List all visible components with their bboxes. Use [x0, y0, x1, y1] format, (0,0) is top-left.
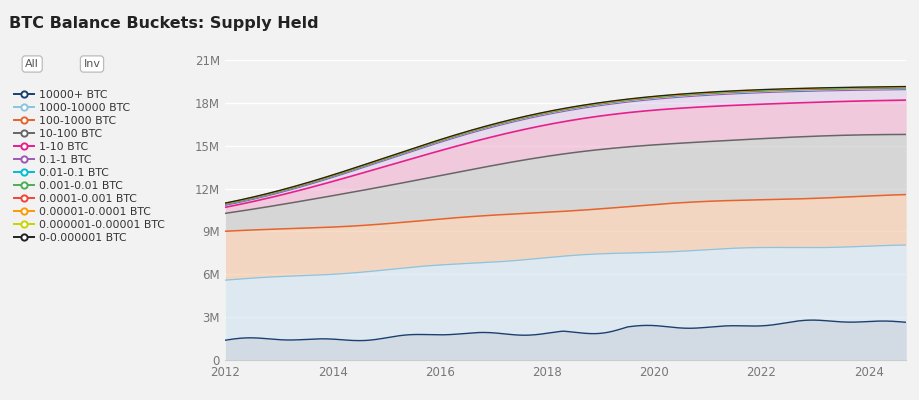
Text: BTC Balance Buckets: Supply Held: BTC Balance Buckets: Supply Held	[9, 16, 319, 31]
Legend: 10000+ BTC, 1000-10000 BTC, 100-1000 BTC, 10-100 BTC, 1-10 BTC, 0.1-1 BTC, 0.01-: 10000+ BTC, 1000-10000 BTC, 100-1000 BTC…	[10, 86, 169, 248]
Text: All: All	[25, 59, 40, 69]
Text: Inv: Inv	[84, 59, 100, 69]
